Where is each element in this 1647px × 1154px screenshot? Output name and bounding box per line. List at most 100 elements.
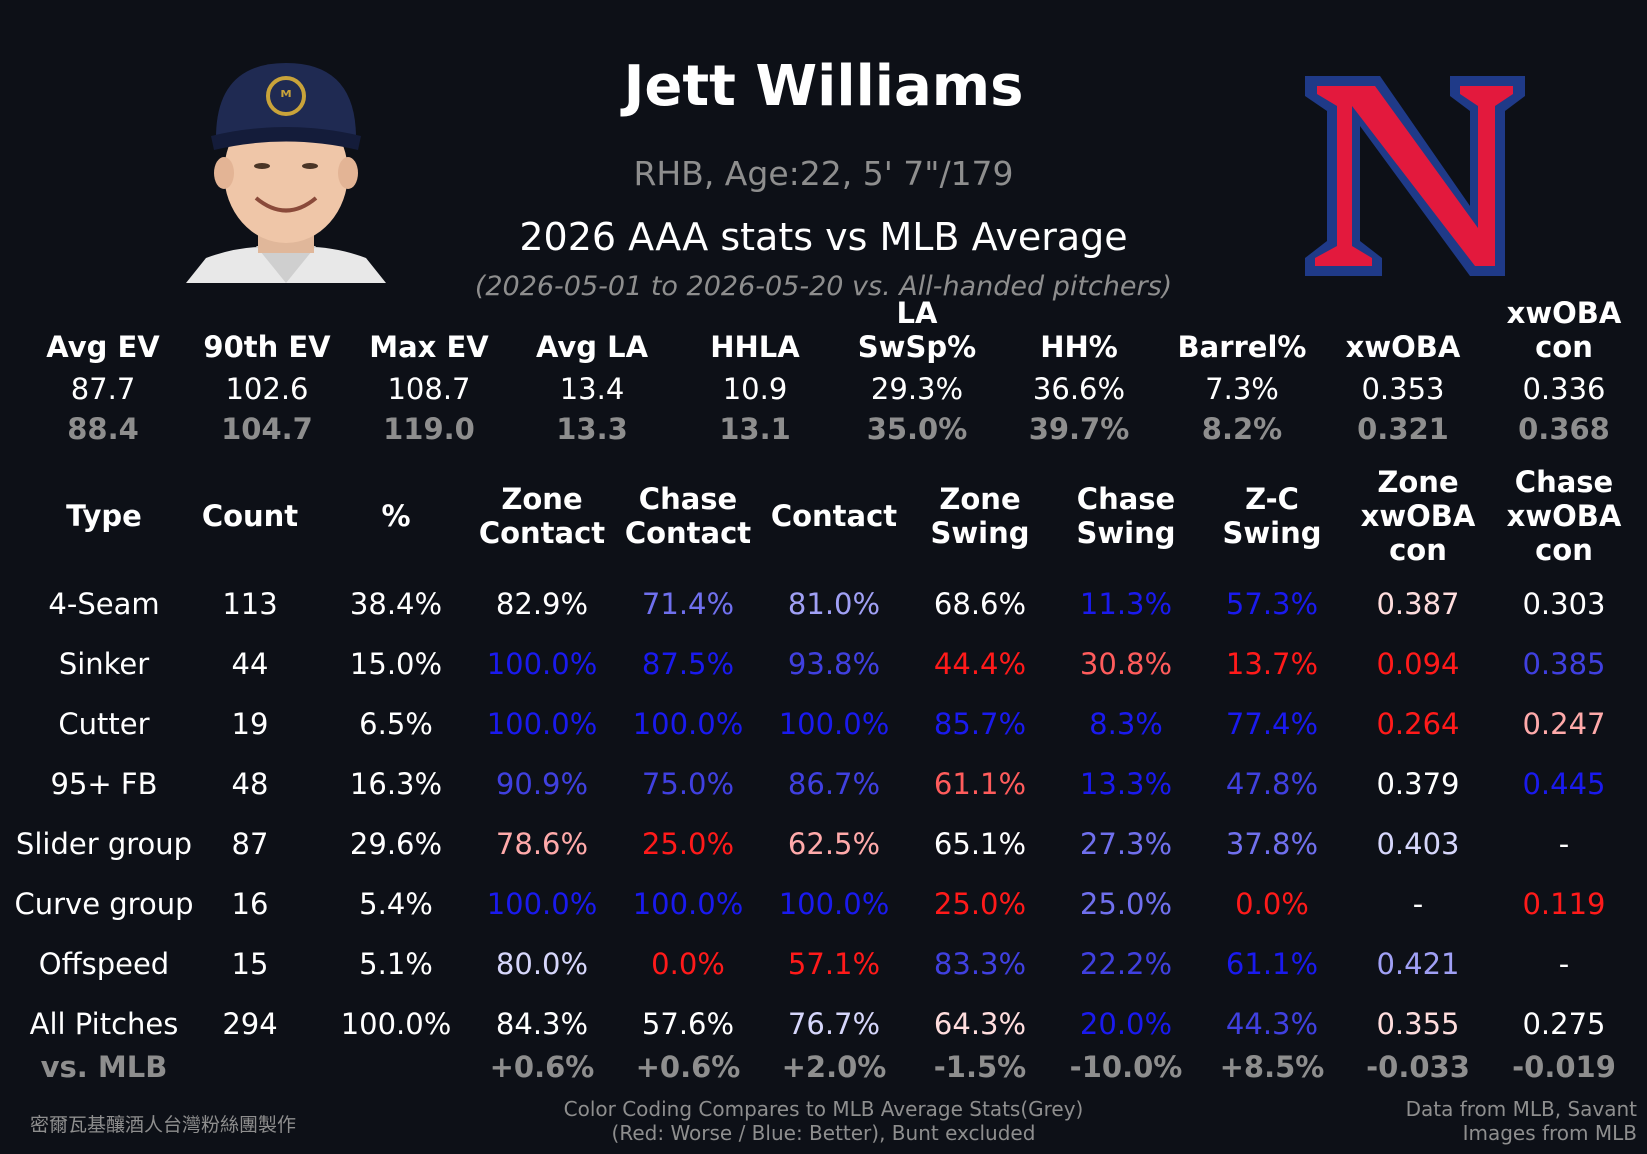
table-header: Z-C Swing: [1197, 470, 1347, 562]
table-header-label: %: [321, 499, 471, 533]
table-header-line: Swing: [1076, 516, 1176, 550]
table-cell: 0.303: [1522, 587, 1606, 621]
table-cell: 0.385: [1522, 647, 1606, 681]
summary-header: Avg EV: [28, 296, 178, 364]
summary-header: HHLA: [680, 296, 830, 364]
summary-mlb-value: 13.3: [556, 412, 628, 446]
summary-player-value: 10.9: [722, 372, 788, 406]
summary-header-line: LA SwSp%: [857, 296, 977, 364]
table-cell: 27.3%: [1079, 827, 1173, 861]
table-header-label: Count: [175, 499, 325, 533]
mlb-diff-cell: -10.0%: [1069, 1050, 1183, 1084]
table-header: Zone Swing: [905, 470, 1055, 562]
table-cell: 0.0%: [1235, 887, 1309, 921]
table-cell: 0.247: [1522, 707, 1606, 741]
summary-header: HH%: [1004, 296, 1154, 364]
table-cell: 16.3%: [349, 767, 443, 801]
table-cell: 0.0%: [651, 947, 725, 981]
table-header-label: Zone xwOBA con: [1343, 465, 1493, 567]
table-header: Count: [175, 470, 325, 562]
summary-header: xwOBA con: [1489, 296, 1639, 364]
table-cell: 30.8%: [1079, 647, 1173, 681]
summary-header-label: HH%: [1004, 296, 1154, 364]
summary-header-line: [28, 296, 178, 330]
summary-player-value: 0.353: [1361, 372, 1445, 406]
table-cell: 87: [231, 827, 269, 861]
table-header-line: Z-C: [1245, 482, 1299, 516]
mlb-diff-cell: -0.019: [1512, 1050, 1616, 1084]
table-cell: 84.3%: [495, 1007, 589, 1041]
table-cell: 68.6%: [933, 587, 1027, 621]
table-cell: 47.8%: [1225, 767, 1319, 801]
table-header-line: Swing: [1222, 516, 1322, 550]
summary-header-label: Avg LA: [517, 296, 667, 364]
summary-header-line: [1004, 296, 1154, 330]
table-header-line: con: [1389, 533, 1447, 567]
summary-mlb-value: 0.368: [1518, 412, 1610, 446]
mlb-row-label: vs. MLB: [40, 1050, 168, 1084]
summary-header-line: Max EV: [369, 330, 489, 364]
table-cell: 86.7%: [787, 767, 881, 801]
table-cell: 48: [231, 767, 269, 801]
summary-header-label: xwOBA con: [1489, 296, 1639, 364]
table-cell: 57.1%: [787, 947, 881, 981]
table-cell: 100.0%: [632, 707, 744, 741]
table-cell: 61.1%: [1225, 947, 1319, 981]
pitch-type-label: All Pitches: [29, 1007, 179, 1041]
summary-header-line: [354, 296, 504, 330]
table-cell: 294: [222, 1007, 278, 1041]
table-cell: 100.0%: [778, 707, 890, 741]
table-cell: 0.264: [1376, 707, 1460, 741]
table-cell: 100.0%: [340, 1007, 452, 1041]
summary-header-label: HHLA: [680, 296, 830, 364]
summary-mlb-value: 35.0%: [866, 412, 968, 446]
table-cell: 19: [231, 707, 269, 741]
table-cell: 8.3%: [1089, 707, 1163, 741]
table-cell: 100.0%: [486, 647, 598, 681]
table-cell: 25.0%: [1079, 887, 1173, 921]
summary-header-label: Max EV: [354, 296, 504, 364]
table-header-label: Type: [29, 499, 179, 533]
table-header: %: [321, 470, 471, 562]
summary-header-line: [517, 296, 667, 330]
table-header-line: Contact: [478, 516, 606, 550]
table-cell: 0.445: [1522, 767, 1606, 801]
table-cell: 44.4%: [933, 647, 1027, 681]
table-header: Chase Contact: [613, 470, 763, 562]
color-note-line2: (Red: Worse / Blue: Better), Bunt exclud…: [611, 1121, 1036, 1145]
table-cell: 38.4%: [349, 587, 443, 621]
summary-player-value: 0.336: [1522, 372, 1606, 406]
svg-text:ᴹ: ᴹ: [280, 87, 291, 108]
table-cell: 75.0%: [641, 767, 735, 801]
table-header-line: Contact: [624, 516, 752, 550]
summary-player-value: 36.6%: [1032, 372, 1126, 406]
table-cell: 16: [231, 887, 269, 921]
pitch-type-label: 4-Seam: [48, 587, 160, 621]
table-cell: 15: [231, 947, 269, 981]
summary-header-line: Avg EV: [46, 330, 160, 364]
summary-header-line: [1328, 296, 1478, 330]
table-cell: 5.1%: [359, 947, 433, 981]
data-source: Data from MLB, Savant Images from MLB: [1406, 1097, 1637, 1145]
summary-header-line: [1167, 296, 1317, 330]
table-header-label: Chase Swing: [1051, 482, 1201, 550]
team-logo: [1300, 66, 1530, 286]
table-cell: 65.1%: [933, 827, 1027, 861]
pitch-type-label: Cutter: [58, 707, 150, 741]
summary-header-label: xwOBA: [1328, 296, 1478, 364]
summary-header-line: Barrel%: [1177, 330, 1307, 364]
table-cell: 44.3%: [1225, 1007, 1319, 1041]
table-header-label: Chase xwOBA con: [1489, 465, 1639, 567]
summary-header-line: HHLA: [710, 330, 800, 364]
summary-header-line: xwOBA: [1506, 296, 1622, 330]
table-cell: -: [1412, 887, 1424, 921]
summary-header-label: 90th EV: [192, 296, 342, 364]
table-cell: 13.7%: [1225, 647, 1319, 681]
table-cell: 93.8%: [787, 647, 881, 681]
table-header-label: Z-C Swing: [1197, 482, 1347, 550]
table-cell: 90.9%: [495, 767, 589, 801]
summary-header: LA SwSp%: [842, 296, 992, 364]
table-header-line: Zone: [501, 482, 583, 516]
table-header: Type: [29, 470, 179, 562]
summary-player-value: 108.7: [387, 372, 471, 406]
